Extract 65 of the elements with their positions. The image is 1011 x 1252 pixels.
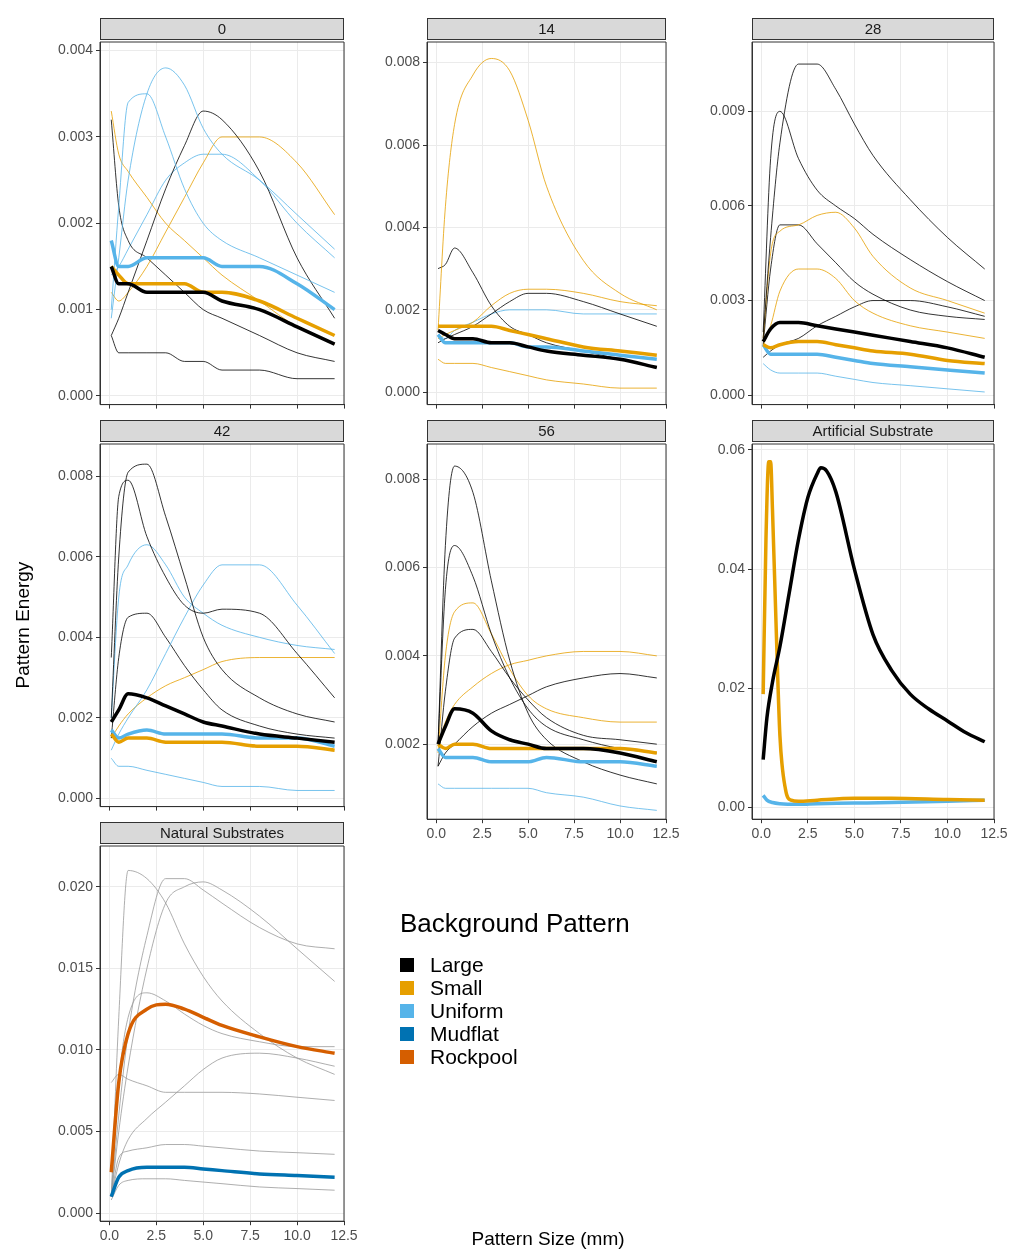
y-tick-label: 0.004	[57, 628, 94, 645]
y-tick-label: 0.04	[717, 559, 746, 576]
chart-title: 42	[100, 420, 344, 442]
legend-title: Background Pattern	[400, 908, 630, 939]
x-tick-label: 2.5	[472, 825, 493, 842]
y-tick-label: 0.02	[717, 679, 746, 696]
x-tick-label: 7.5	[891, 825, 911, 842]
y-tick-label: 0.002	[384, 735, 421, 752]
x-tick-label: 12.5	[980, 825, 1008, 842]
y-tick-label: 0.002	[57, 214, 94, 231]
x-tick-label: 2.5	[798, 825, 818, 842]
chart-title: Artificial Substrate	[752, 420, 994, 442]
chart-title: 14	[427, 18, 666, 40]
x-tick-label: 10.0	[283, 1227, 311, 1244]
y-tick-label: 0.002	[384, 300, 421, 317]
y-tick-label: 0.002	[57, 708, 94, 725]
y-tick-label: 0.001	[57, 300, 94, 317]
chart-title: 56	[427, 420, 666, 442]
y-tick-label: 0.009	[709, 102, 746, 119]
y-tick-label: 0.008	[57, 467, 94, 484]
y-tick-label: 0.006	[57, 547, 94, 564]
x-tick-label: 0.0	[426, 825, 447, 842]
y-tick-label: 0.000	[57, 386, 94, 403]
x-tick-label: 7.5	[564, 825, 585, 842]
y-tick-label: 0.006	[709, 196, 746, 213]
x-tick-label: 12.5	[330, 1227, 358, 1244]
x-tick-label: 5.0	[193, 1227, 214, 1244]
legend-label: Uniform	[430, 998, 504, 1023]
y-tick-label: 0.015	[57, 959, 94, 976]
y-tick-label: 0.000	[709, 386, 746, 402]
y-tick-label: 0.000	[384, 383, 421, 400]
y-tick-label: 0.008	[384, 53, 421, 70]
x-tick-label: 5.0	[518, 825, 539, 842]
y-tick-label: 0.020	[57, 877, 94, 894]
chart-title: 0	[100, 18, 344, 40]
y-tick-label: 0.004	[384, 646, 421, 663]
y-tick-label: 0.000	[57, 789, 94, 806]
y-tick-label: 0.003	[57, 127, 94, 144]
x-tick-label: 0.0	[99, 1227, 120, 1244]
y-tick-label: 0.006	[384, 558, 421, 575]
x-tick-label: 5.0	[844, 825, 865, 842]
y-tick-label: 0.005	[57, 1122, 94, 1139]
x-tick-label: 7.5	[240, 1227, 261, 1244]
x-tick-label: 0.0	[751, 825, 772, 842]
legend-label: Small	[430, 975, 483, 1000]
legend-label: Rockpool	[430, 1044, 518, 1069]
legend-label: Mudflat	[430, 1021, 499, 1046]
y-tick-label: 0.003	[709, 291, 746, 308]
y-axis-title: Pattern Energy	[12, 560, 34, 691]
chart-title: Natural Substrates	[100, 822, 344, 844]
x-axis-title: Pattern Size (mm)	[470, 1228, 626, 1250]
y-tick-label: 0.004	[57, 41, 94, 58]
chart-title: 28	[752, 18, 994, 40]
legend-label: Large	[430, 952, 484, 977]
x-tick-label: 12.5	[652, 825, 680, 842]
x-tick-label: 2.5	[146, 1227, 167, 1244]
y-tick-label: 0.004	[384, 218, 421, 235]
x-tick-label: 10.0	[606, 825, 634, 842]
y-tick-label: 0.006	[384, 135, 421, 152]
y-tick-label: 0.06	[717, 440, 746, 457]
y-tick-label: 0.010	[57, 1040, 94, 1057]
y-tick-label: 0.000	[57, 1203, 94, 1220]
y-tick-label: 0.00	[717, 798, 746, 815]
x-tick-label: 10.0	[933, 825, 962, 842]
y-tick-label: 0.008	[384, 470, 421, 487]
